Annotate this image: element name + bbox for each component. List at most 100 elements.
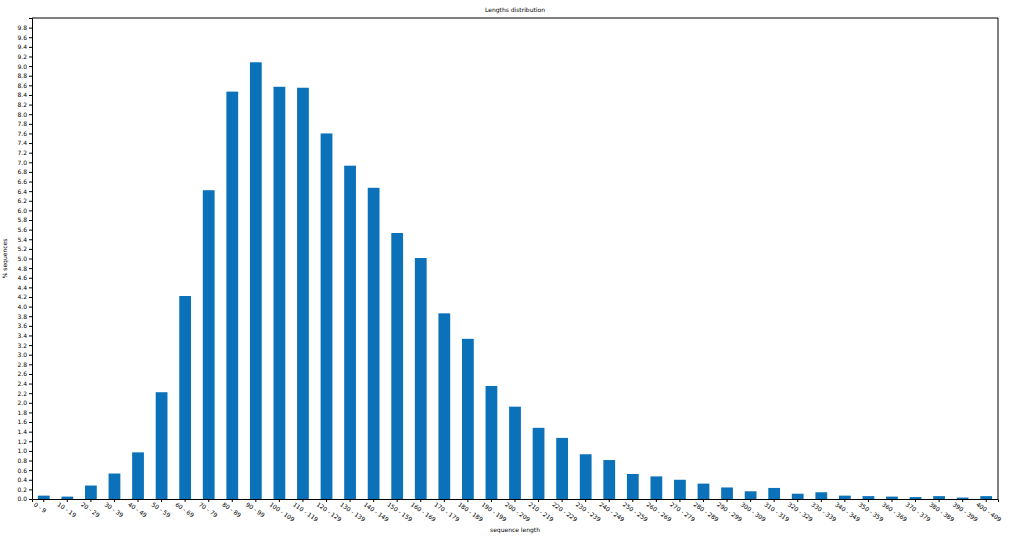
bar — [650, 476, 662, 499]
x-tick-label: 20 - 29 — [80, 500, 102, 518]
y-tick-label: 2.2 — [17, 390, 27, 397]
x-tick-mark — [326, 499, 327, 502]
y-tick-label: 8.0 — [17, 111, 27, 118]
y-tick: 5.2 — [17, 245, 32, 252]
y-tick: 6.0 — [17, 207, 32, 214]
y-tick-label: 1.2 — [17, 438, 27, 445]
y-tick-mark — [29, 249, 32, 250]
x-tick-mark — [302, 499, 303, 502]
x-tick: 380 - 389 — [928, 499, 956, 523]
x-tick-label: 250 - 259 — [622, 500, 650, 522]
x-tick-mark — [750, 499, 751, 502]
bar — [415, 258, 427, 499]
y-tick: 1.0 — [17, 447, 32, 454]
x-tick-mark — [915, 499, 916, 502]
y-tick-label: 4.4 — [17, 284, 27, 291]
x-tick-mark — [939, 499, 940, 502]
bar — [886, 497, 898, 499]
x-tick: 390 - 399 — [952, 499, 980, 523]
y-tick-label: 1.4 — [17, 428, 27, 435]
bar — [250, 62, 262, 499]
x-tick: 180 - 189 — [457, 499, 485, 523]
x-tick: 400 - 409 — [975, 499, 1003, 523]
y-tick: 2.8 — [17, 361, 32, 368]
x-tick-mark — [279, 499, 280, 502]
y-tick-mark — [29, 47, 32, 48]
x-tick: 270 - 279 — [669, 499, 697, 523]
x-tick-label: 160 - 169 — [410, 500, 438, 522]
y-tick: 3.6 — [17, 322, 32, 329]
x-tick: 60 - 69 — [174, 499, 196, 519]
x-tick: 310 - 319 — [763, 499, 791, 523]
bar — [509, 407, 521, 499]
x-tick-label: 230 - 239 — [575, 500, 603, 522]
y-tick-mark — [29, 364, 32, 365]
x-tick-label: 180 - 189 — [457, 500, 485, 522]
x-tick-label: 240 - 249 — [598, 500, 626, 522]
y-tick-mark — [29, 114, 32, 115]
x-tick-mark — [562, 499, 563, 502]
x-tick: 330 - 339 — [810, 499, 838, 523]
y-tick-mark — [29, 95, 32, 96]
y-tick-mark — [29, 162, 32, 163]
y-tick-mark — [29, 355, 32, 356]
x-tick-label: 90 - 99 — [245, 500, 267, 518]
y-tick-mark — [29, 374, 32, 375]
y-tick-mark — [29, 403, 32, 404]
bar — [321, 133, 333, 499]
y-tick: 0.8 — [17, 457, 32, 464]
x-tick-mark — [185, 499, 186, 502]
x-tick: 40 - 49 — [127, 499, 149, 519]
y-tick-mark — [29, 412, 32, 413]
bar — [957, 498, 969, 499]
x-tick-label: 110 - 119 — [292, 500, 320, 522]
y-tick: 9.2 — [17, 53, 32, 60]
y-tick-label: 8.6 — [17, 82, 27, 89]
x-tick-mark — [420, 499, 421, 502]
x-tick: 210 - 219 — [528, 499, 556, 523]
y-tick-label: 3.4 — [17, 332, 27, 339]
y-tick: 4.0 — [17, 303, 32, 310]
x-tick-label: 150 - 159 — [386, 500, 414, 522]
bar — [556, 438, 568, 499]
x-tick-mark — [609, 499, 610, 502]
y-tick-label: 2.0 — [17, 399, 27, 406]
x-tick-mark — [891, 499, 892, 502]
y-tick-mark — [29, 307, 32, 308]
x-tick-label: 0 - 9 — [33, 500, 48, 514]
y-tick-label: 2.6 — [17, 370, 27, 377]
x-tick-label: 80 - 89 — [221, 500, 243, 518]
x-tick-label: 310 - 319 — [763, 500, 791, 522]
x-tick-mark — [986, 499, 987, 502]
x-tick-label: 200 - 209 — [504, 500, 532, 522]
y-tick-label: 8.4 — [17, 91, 27, 98]
y-tick: 5.8 — [17, 216, 32, 223]
y-tick-mark — [29, 172, 32, 173]
bar — [745, 491, 757, 499]
x-tick-label: 220 - 229 — [551, 500, 579, 522]
x-tick-label: 260 - 269 — [645, 500, 673, 522]
y-tick-label: 9.6 — [17, 34, 27, 41]
y-tick-label: 5.6 — [17, 226, 27, 233]
x-tick-mark — [161, 499, 162, 502]
y-tick-mark — [29, 201, 32, 202]
y-tick: 4.4 — [17, 284, 32, 291]
y-tick-mark — [29, 143, 32, 144]
bar — [156, 392, 168, 499]
y-tick-mark — [29, 268, 32, 269]
y-tick-mark — [29, 66, 32, 67]
bar — [910, 497, 922, 499]
x-tick-mark — [208, 499, 209, 502]
x-tick-mark — [232, 499, 233, 502]
y-tick-mark — [29, 451, 32, 452]
x-tick-label: 400 - 409 — [975, 500, 1003, 522]
x-tick-label: 140 - 149 — [363, 500, 391, 522]
x-tick: 20 - 29 — [80, 499, 102, 519]
y-axis-line — [29, 19, 33, 500]
bar — [980, 496, 992, 499]
x-tick-label: 170 - 179 — [433, 500, 461, 522]
bar — [698, 484, 710, 499]
bar — [344, 166, 356, 499]
y-tick-label: 6.2 — [17, 197, 27, 204]
y-tick-label: 6.8 — [17, 168, 27, 175]
